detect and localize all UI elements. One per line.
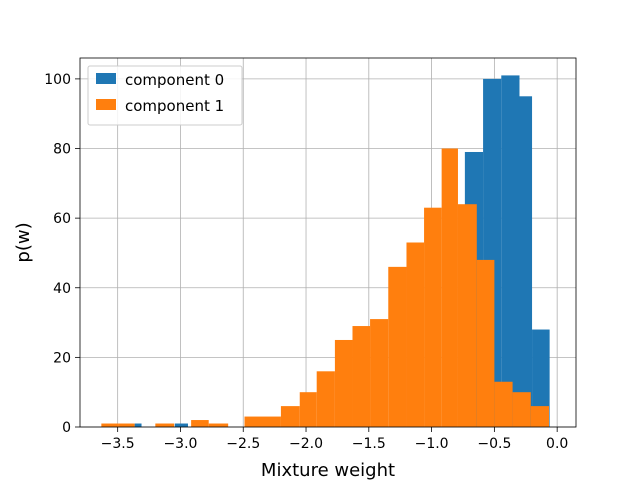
bar-series-1-bin-20 xyxy=(530,406,550,427)
bar-series-1-bin-6 xyxy=(280,406,300,427)
bar-series-1-bin-19 xyxy=(512,392,531,427)
bar-series-1-bin-17 xyxy=(476,259,495,427)
x-tick-label: −3.5 xyxy=(101,436,135,452)
y-tick-label: 0 xyxy=(62,420,71,436)
bar-series-1-bin-5 xyxy=(244,416,281,427)
bar-series-1-bin-0 xyxy=(101,423,119,427)
legend-label-component-0: component 0 xyxy=(125,71,224,89)
bar-series-1-bin-7 xyxy=(299,392,317,427)
bar-series-1-bin-2 xyxy=(155,423,175,427)
x-tick-label: −0.5 xyxy=(477,436,511,452)
bar-series-1-bin-12 xyxy=(388,266,407,427)
legend-swatch-component-1 xyxy=(96,99,116,110)
bar-series-1-bin-14 xyxy=(424,207,442,427)
bar-series-0-bin-4 xyxy=(501,75,520,427)
bar-series-0-bin-6 xyxy=(532,329,550,427)
legend-label-component-1: component 1 xyxy=(125,97,224,115)
bar-series-1-bin-9 xyxy=(334,339,353,427)
x-tick-label: −2.0 xyxy=(289,436,323,452)
bar-series-1-bin-1 xyxy=(118,423,135,427)
y-tick-label: 40 xyxy=(53,281,71,297)
bar-series-0-bin-5 xyxy=(519,96,533,427)
bar-series-0-bin-0 xyxy=(134,423,142,427)
bar-series-1-bin-18 xyxy=(494,381,513,427)
bar-series-1-bin-15 xyxy=(441,148,458,427)
plot-frame xyxy=(79,57,577,428)
bar-series-1-bin-8 xyxy=(316,371,335,427)
bar-series-1-bin-4 xyxy=(208,423,229,427)
y-tick-label: 100 xyxy=(44,72,71,88)
bar-series-1-bin-13 xyxy=(406,242,425,427)
x-tick-label: −3.0 xyxy=(163,436,197,452)
y-axis-label: p(w) xyxy=(13,222,34,262)
bars xyxy=(101,75,550,428)
bar-series-1-bin-16 xyxy=(457,204,477,427)
x-tick-label: −2.5 xyxy=(226,436,260,452)
y-tick-label: 60 xyxy=(53,211,71,227)
legend-box xyxy=(87,65,243,126)
ticks: −3.5 −3.0 −2.5 −2.0 −1.5 −1.0 −0.5 0.0 0 20 40 60 80… xyxy=(44,72,568,452)
x-tick-label: −1.5 xyxy=(352,436,386,452)
legend-swatch-component-0 xyxy=(96,73,116,84)
bar-series-1-bin-11 xyxy=(370,319,389,427)
y-tick-label: 80 xyxy=(53,142,71,158)
x-axis-label: Mixture weight xyxy=(261,460,395,480)
bar-series-1-bin-10 xyxy=(352,326,371,427)
legend: component 0 component 1 xyxy=(87,65,243,126)
bar-series-0-bin-1 xyxy=(174,423,188,427)
bar-series-1-bin-3 xyxy=(191,420,209,427)
y-tick-label: 20 xyxy=(53,350,71,366)
x-tick-label: −1.0 xyxy=(415,436,449,452)
x-tick-label: 0.0 xyxy=(546,436,568,452)
